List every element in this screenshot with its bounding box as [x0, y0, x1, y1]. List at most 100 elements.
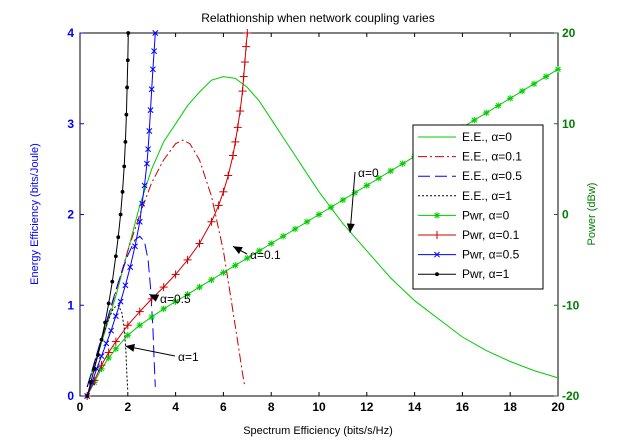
series-pwr-alpha-0-5 [84, 30, 159, 399]
legend-label-pwr-alpha-0: Pwr, α=0 [462, 208, 510, 222]
annotation-alpha-0-5-arrow-head [149, 294, 160, 302]
data-point-pwr-alpha-1-1 [88, 380, 93, 385]
y-right-tick-label-0: 0 [562, 208, 569, 222]
data-point-pwr-alpha-0-1-17 [231, 137, 240, 146]
data-point-pwr-alpha-0-20 [303, 218, 311, 225]
y-right-tick-label-20: 20 [562, 26, 576, 40]
data-point-pwr-alpha-1-9 [116, 235, 121, 240]
data-point-pwr-alpha-0-9 [172, 298, 179, 305]
annotation-alpha-0-arrow-head [346, 223, 355, 233]
data-point-pwr-alpha-0-19 [291, 225, 299, 233]
data-point-pwr-alpha-0-17 [268, 240, 275, 247]
y-right-tick-label--20: -20 [562, 389, 580, 403]
data-point-pwr-alpha-0-18 [279, 233, 287, 240]
data-point-pwr-alpha-0-5-16 [146, 128, 153, 134]
data-point-pwr-alpha-0-1-9 [171, 270, 180, 279]
data-point-pwr-alpha-1-4 [99, 337, 104, 342]
data-point-pwr-alpha-0-5-6 [112, 313, 119, 320]
data-point-pwr-alpha-0-1-2 [97, 361, 106, 370]
legend-entry-e-e-alpha-0-5: E.E., α=0.5 [418, 169, 522, 183]
data-point-pwr-alpha-0-5-11 [136, 218, 143, 225]
data-point-pwr-alpha-0-1-14 [219, 187, 228, 196]
series-line-e-e-alpha-0 [86, 76, 559, 388]
data-point-pwr-alpha-1-13 [123, 140, 128, 144]
data-point-pwr-alpha-0-5-18 [148, 86, 155, 93]
annotation-alpha-0-text: α=0 [358, 166, 379, 180]
y-axis-left-label: Energy Efficiency (bits/Joule) [29, 143, 41, 285]
data-point-pwr-alpha-1-7 [110, 279, 115, 284]
annotation-layer: α=0 α=0.1 α=0.5 α=1 [125, 166, 379, 364]
data-point-pwr-alpha-0-23 [339, 196, 347, 204]
data-point-pwr-alpha-0-5-20 [151, 48, 158, 55]
data-point-pwr-alpha-0-1-10 [183, 255, 192, 264]
data-point-pwr-alpha-0-1-18 [233, 123, 242, 132]
legend-marker-pwr-alpha-0-5 [434, 251, 440, 258]
y-left-tick-label-0: 0 [67, 389, 74, 403]
legend-marker-pwr-alpha-1 [435, 272, 439, 277]
legend-entry-e-e-alpha-0: E.E., α=0 [418, 130, 512, 144]
data-point-pwr-alpha-1-16 [125, 58, 130, 63]
data-point-pwr-alpha-1-3 [96, 353, 100, 358]
annotation-alpha-0-1-arrow-head [233, 246, 243, 255]
x-tick-label-4: 4 [172, 400, 179, 414]
x-tick-label-14: 14 [408, 400, 422, 414]
legend-entry-pwr-alpha-1: Pwr, α=1 [418, 267, 510, 281]
legend-marker-pwr-alpha-0 [433, 212, 441, 219]
series-line-e-e-alpha-0-1 [86, 139, 246, 388]
data-point-pwr-alpha-1-8 [113, 254, 118, 259]
data-point-pwr-alpha-0-5-10 [132, 243, 138, 250]
data-point-pwr-alpha-0-41 [554, 66, 562, 73]
data-point-pwr-alpha-0-5-3 [98, 353, 105, 360]
series-line-e-e-alpha-0-5 [86, 235, 156, 388]
data-point-pwr-alpha-0-36 [495, 102, 502, 109]
legend-marker-pwr-alpha-0-1 [433, 231, 441, 239]
legend-label-pwr-alpha-0-5: Pwr, α=0.5 [462, 248, 520, 262]
data-point-pwr-alpha-0-5-15 [145, 146, 152, 153]
annotation-alpha-0-5: α=0.5 [149, 292, 191, 306]
data-point-pwr-alpha-0-25 [363, 182, 370, 189]
data-point-pwr-alpha-1-5 [103, 320, 107, 325]
legend-entry-e-e-alpha-1: E.E., α=1 [418, 189, 512, 203]
x-tick-label-8: 8 [268, 400, 275, 414]
legend-label-e-e-alpha-1: E.E., α=1 [462, 189, 512, 203]
data-point-pwr-alpha-0-11 [196, 283, 203, 291]
y-left-tick-label-4: 4 [67, 26, 74, 40]
data-point-pwr-alpha-1-10 [118, 212, 123, 217]
data-point-pwr-alpha-0-5-17 [147, 107, 154, 114]
data-point-pwr-alpha-0-5-14 [143, 160, 150, 167]
data-point-pwr-alpha-0-6 [136, 322, 143, 329]
legend-box [412, 124, 544, 290]
series-line-pwr-alpha-0-5 [86, 32, 156, 397]
data-point-pwr-alpha-1-12 [122, 164, 127, 169]
data-point-pwr-alpha-0-5-19 [149, 66, 156, 73]
data-point-pwr-alpha-0-13 [220, 269, 227, 276]
data-point-pwr-alpha-0-1-21 [239, 72, 248, 81]
series-line-pwr-alpha-1 [86, 32, 129, 397]
data-point-pwr-alpha-0-22 [327, 204, 335, 211]
data-point-pwr-alpha-0-38 [518, 87, 526, 95]
data-point-pwr-alpha-0-1-13 [214, 201, 223, 210]
data-point-pwr-alpha-0-14 [232, 262, 239, 269]
data-point-pwr-alpha-0-5-9 [127, 264, 134, 271]
series-pwr-alpha-1 [85, 31, 131, 398]
annotation-alpha-0: α=0 [346, 166, 379, 233]
legend-label-pwr-alpha-1: Pwr, α=1 [462, 267, 510, 281]
data-point-pwr-alpha-0-40 [542, 73, 550, 80]
data-point-pwr-alpha-0-1-23 [242, 42, 251, 51]
x-tick-label-6: 6 [220, 400, 227, 414]
data-point-pwr-alpha-0-1-12 [207, 217, 216, 226]
data-point-pwr-alpha-0-35 [483, 109, 490, 117]
series-pwr-alpha-0-1 [83, 29, 252, 400]
data-point-pwr-alpha-1-6 [106, 301, 111, 306]
series-e-e-alpha-0-5 [86, 235, 156, 388]
x-tick-label-2: 2 [124, 400, 131, 414]
legend-entry-pwr-alpha-0-5: Pwr, α=0.5 [418, 248, 520, 262]
y-left-tick-label-1: 1 [67, 298, 74, 312]
data-point-pwr-alpha-0-1-16 [228, 151, 237, 160]
legend-entry-e-e-alpha-0-1: E.E., α=0.1 [418, 150, 522, 164]
data-point-pwr-alpha-0-5-5 [108, 327, 115, 334]
data-point-pwr-alpha-0-24 [351, 189, 359, 196]
data-point-pwr-alpha-0-26 [375, 175, 382, 182]
